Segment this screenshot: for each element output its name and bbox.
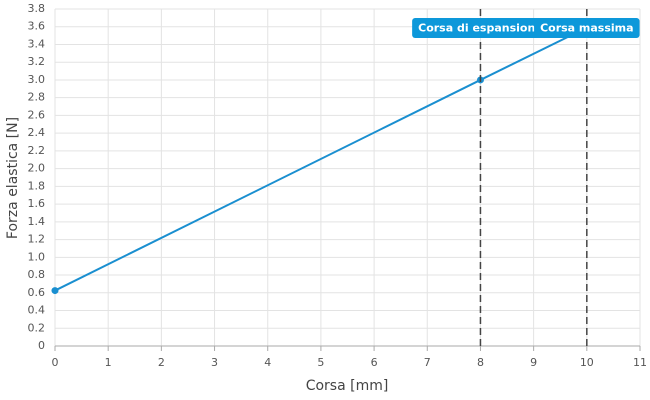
y-tick-label: 1.4 — [28, 215, 46, 228]
y-tick-label: 2.8 — [28, 91, 46, 104]
annotation-box — [534, 18, 640, 38]
x-tick-label: 0 — [52, 356, 59, 369]
x-tick-label: 8 — [477, 356, 484, 369]
y-tick-label: 0.6 — [28, 286, 46, 299]
x-tick-label: 1 — [105, 356, 112, 369]
y-tick-label: 1.2 — [28, 233, 46, 246]
y-tick-label: 2.2 — [28, 144, 46, 157]
annotation-label: Corsa di espansione — [412, 18, 549, 38]
y-tick-label: 0 — [38, 339, 45, 352]
x-tick-label: 9 — [530, 356, 537, 369]
annotation-text: Corsa di espansione — [418, 22, 543, 35]
y-tick-label: 2.6 — [28, 108, 46, 121]
y-tick-label: 3.2 — [28, 55, 46, 68]
x-tick-label: 11 — [633, 356, 647, 369]
y-tick-label: 2.4 — [28, 126, 46, 139]
y-tick-label: 1.6 — [28, 197, 46, 210]
x-tick-label: 5 — [317, 356, 324, 369]
x-tick-label: 6 — [371, 356, 378, 369]
y-tick-label: 1.8 — [28, 179, 46, 192]
y-tick-label: 3.0 — [28, 73, 46, 86]
y-tick-label: 3.6 — [28, 20, 46, 33]
x-axis-title: Corsa [mm] — [306, 378, 389, 394]
annotation-label: Corsa massima — [534, 18, 640, 38]
y-tick-label: 3.8 — [28, 2, 46, 15]
y-tick-label: 2.0 — [28, 162, 46, 175]
y-tick-label: 0.2 — [28, 321, 46, 334]
y-tick-label: 0.8 — [28, 268, 46, 281]
x-tick-label: 3 — [211, 356, 218, 369]
x-tick-label: 7 — [424, 356, 431, 369]
annotation-box — [412, 18, 549, 38]
point — [51, 287, 59, 295]
x-tick-label: 4 — [264, 356, 271, 369]
x-tick-label: 2 — [158, 356, 165, 369]
x-tick-label: 10 — [580, 356, 594, 369]
y-tick-label: 3.4 — [28, 37, 46, 50]
y-tick-label: 1.0 — [28, 250, 46, 263]
annotation-text: Corsa massima — [540, 22, 634, 35]
y-tick-label: 0.4 — [28, 304, 46, 317]
y-axis-title: Forza elastica [N] — [5, 117, 21, 239]
